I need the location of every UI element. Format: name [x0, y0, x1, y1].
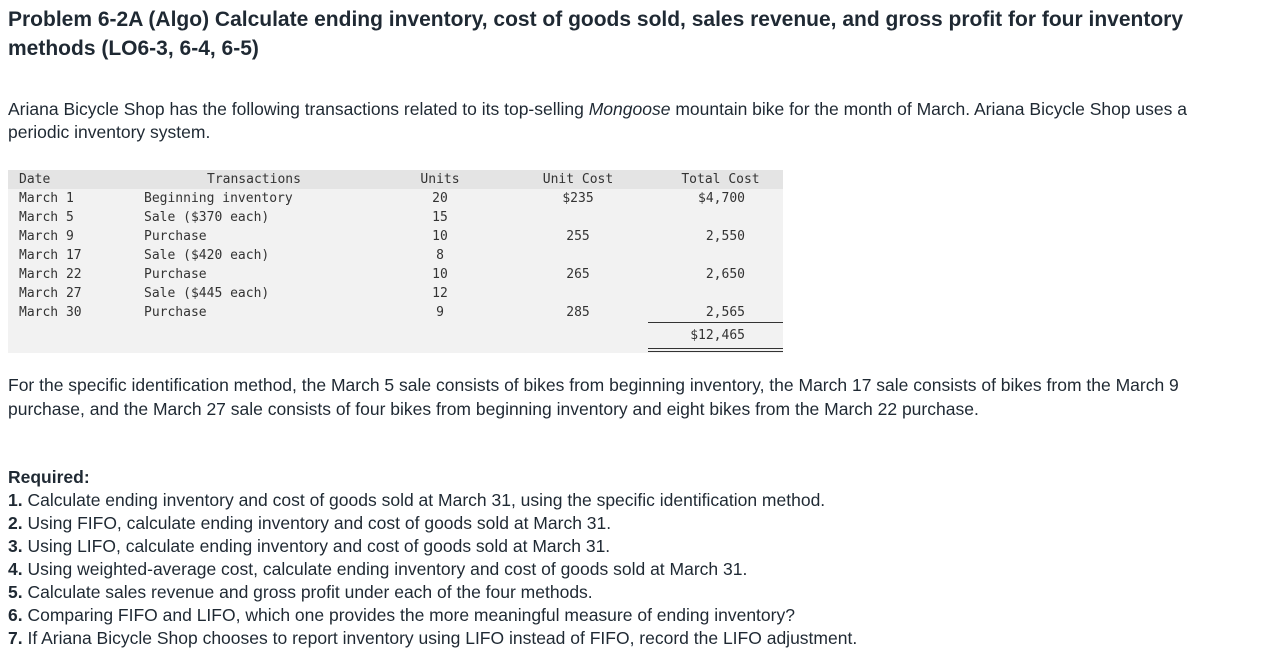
header-unit-cost: Unit Cost [542, 172, 614, 187]
required-heading: Required: [8, 467, 90, 487]
specific-identification-paragraph: For the specific identification method, … [8, 375, 1179, 419]
required-item-text: Using FIFO, calculate ending inventory a… [22, 513, 612, 533]
intro-text-before: Ariana Bicycle Shop has the following tr… [8, 99, 589, 119]
required-item: 2. Using FIFO, calculate ending inventor… [8, 512, 1248, 535]
required-item: 6. Comparing FIFO and LIFO, which one pr… [8, 604, 1248, 627]
row-transaction: Purchase [144, 305, 207, 320]
row-units: 12 [432, 286, 448, 301]
required-item-number: 7. [8, 628, 23, 648]
row-units: 8 [436, 248, 444, 263]
row-unit-cost: 285 [566, 305, 590, 320]
row-units: 20 [432, 191, 448, 206]
row-units: 10 [432, 229, 448, 244]
row-date: March 30 [19, 305, 82, 320]
intro-text-after: mountain bike for the month of March. Ar… [8, 99, 1187, 142]
row-units: 15 [432, 210, 448, 225]
required-item-text: Calculate ending inventory and cost of g… [22, 490, 826, 510]
row-unit-cost: 255 [566, 229, 590, 244]
header-total-cost: Total Cost [681, 172, 760, 187]
row-date: March 17 [19, 248, 82, 263]
row-date: March 27 [19, 286, 82, 301]
row-units: 9 [436, 305, 444, 320]
required-item: 7. If Ariana Bicycle Shop chooses to rep… [8, 627, 1248, 650]
row-units: 10 [432, 267, 448, 282]
required-item: 1. Calculate ending inventory and cost o… [8, 489, 1248, 512]
required-item-text: Using LIFO, calculate ending inventory a… [22, 536, 611, 556]
required-item-number: 6. [8, 605, 23, 625]
intro-italic-product: Mongoose [588, 99, 671, 119]
row-date: March 5 [19, 210, 74, 225]
required-item-text: Calculate sales revenue and gross profit… [22, 582, 593, 602]
row-unit-cost: 265 [566, 267, 590, 282]
row-transaction: Sale ($370 each) [144, 210, 270, 225]
row-transaction: Purchase [144, 267, 207, 282]
required-item-number: 2. [8, 513, 23, 533]
required-item-text: If Ariana Bicycle Shop chooses to report… [22, 628, 858, 648]
total-double-rule-bottom [648, 351, 783, 352]
total-rule-line [648, 322, 783, 323]
row-unit-cost: $235 [562, 191, 594, 206]
row-total-cost: $4,700 [698, 191, 745, 206]
row-total-cost: 2,565 [705, 305, 745, 320]
problem-title: Problem 6-2A (Algo) Calculate ending inv… [8, 8, 1184, 60]
row-date: March 9 [19, 229, 74, 244]
transactions-table: Date Transactions Units Unit Cost Total … [8, 170, 783, 353]
required-item-number: 1. [8, 490, 23, 510]
row-transaction: Purchase [144, 229, 207, 244]
required-section: Required: 1. Calculate ending inventory … [8, 466, 1248, 650]
required-item: 5. Calculate sales revenue and gross pro… [8, 581, 1248, 604]
row-date: March 1 [19, 191, 74, 206]
intro-paragraph: Ariana Bicycle Shop has the following tr… [8, 98, 1228, 144]
header-units: Units [420, 172, 460, 187]
row-total-cost: 2,550 [705, 229, 745, 244]
table-header-row: Date Transactions Units Unit Cost Total … [8, 170, 783, 189]
total-cost-sum: $12,465 [690, 328, 745, 343]
required-item-text: Comparing FIFO and LIFO, which one provi… [22, 605, 795, 625]
required-item: 4. Using weighted-average cost, calculat… [8, 558, 1248, 581]
required-item: 3. Using LIFO, calculate ending inventor… [8, 535, 1248, 558]
header-transactions: Transactions [207, 172, 301, 187]
required-item-number: 5. [8, 582, 23, 602]
required-item-number: 4. [8, 559, 23, 579]
row-transaction: Sale ($420 each) [144, 248, 270, 263]
row-transaction: Beginning inventory [144, 191, 293, 206]
required-item-number: 3. [8, 536, 23, 556]
row-transaction: Sale ($445 each) [144, 286, 270, 301]
required-item-text: Using weighted-average cost, calculate e… [22, 559, 748, 579]
row-date: March 22 [19, 267, 82, 282]
header-date: Date [19, 172, 51, 187]
row-total-cost: 2,650 [705, 267, 745, 282]
total-double-rule-top [648, 348, 783, 349]
